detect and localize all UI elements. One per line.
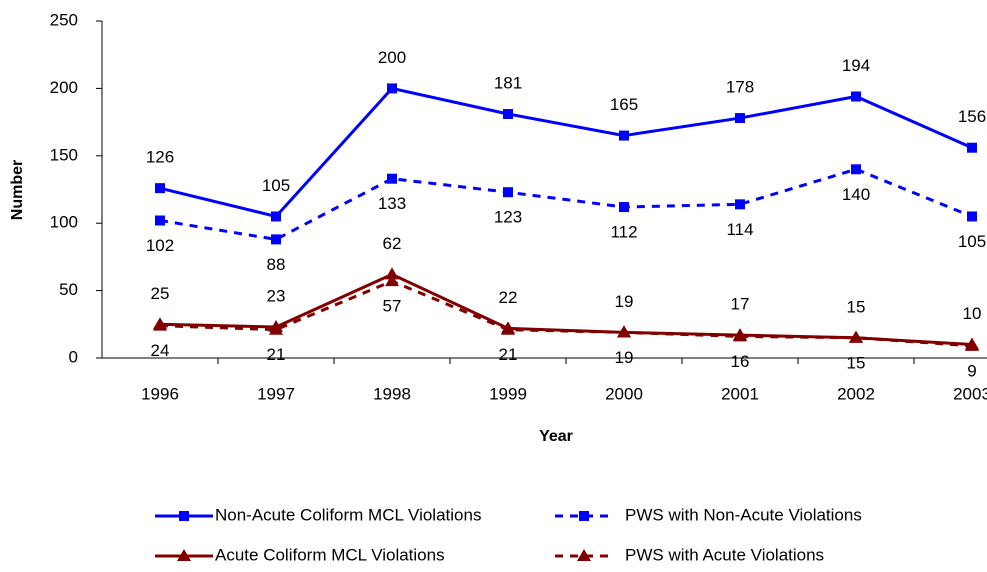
series-line (159, 279, 973, 348)
y-tick-label: 100 (50, 213, 78, 232)
data-point (385, 267, 399, 280)
data-point (155, 183, 165, 194)
data-point (155, 215, 165, 226)
legend-marker (177, 549, 191, 561)
y-tick-label: 0 (69, 347, 78, 366)
data-point (387, 173, 397, 184)
data-label: 88 (267, 255, 286, 274)
legend-marker (579, 511, 589, 521)
data-label: 21 (499, 345, 518, 364)
legend-label: PWS with Non-Acute Violations (625, 505, 862, 524)
data-label: 16 (731, 352, 750, 371)
data-label: 181 (494, 73, 522, 92)
data-label: 105 (262, 176, 290, 195)
data-point (153, 318, 167, 331)
data-label: 105 (958, 232, 986, 251)
x-tick-label: 1997 (257, 384, 295, 403)
x-tick-label: 1996 (141, 384, 179, 403)
data-label: 112 (610, 223, 637, 242)
data-point (501, 322, 515, 335)
legend-marker (577, 549, 591, 561)
data-label: 10 (963, 304, 982, 323)
y-tick-label: 50 (59, 280, 78, 299)
data-point (619, 130, 629, 141)
x-tick-label: 2000 (605, 384, 643, 403)
data-label: 140 (842, 185, 870, 204)
data-label: 178 (726, 78, 754, 97)
data-label: 200 (378, 48, 406, 67)
data-label: 133 (378, 194, 406, 213)
data-point (619, 202, 629, 213)
data-label: 15 (847, 353, 866, 372)
data-point (733, 329, 747, 342)
data-label: 123 (494, 208, 522, 227)
data-point (851, 91, 861, 102)
x-axis-title: Year (539, 428, 573, 445)
data-label: 21 (267, 345, 286, 364)
data-point (849, 330, 863, 343)
y-tick-label: 200 (50, 78, 78, 97)
data-point (387, 83, 397, 94)
data-point (967, 142, 977, 153)
series-line (159, 167, 973, 241)
legend-label: Acute Coliform MCL Violations (215, 545, 445, 564)
data-point (271, 234, 281, 245)
x-tick-label: 1999 (489, 384, 527, 403)
data-label: 114 (726, 220, 753, 239)
data-label: 22 (499, 288, 518, 307)
data-point (617, 325, 631, 338)
data-point (735, 113, 745, 124)
data-label: 19 (615, 292, 634, 311)
data-point (271, 211, 281, 222)
data-point (269, 322, 283, 335)
data-point (965, 338, 979, 351)
legend-label: PWS with Acute Violations (625, 545, 824, 564)
data-label: 194 (842, 56, 870, 75)
data-label: 9 (967, 361, 976, 380)
data-point (503, 109, 513, 120)
data-label: 156 (958, 107, 986, 126)
data-label: 62 (383, 234, 402, 253)
x-tick-label: 2003 (953, 384, 987, 403)
data-label: 25 (151, 284, 170, 303)
data-label: 19 (615, 348, 634, 367)
data-point (735, 199, 745, 210)
series-line (159, 86, 973, 219)
data-label: 17 (731, 295, 750, 314)
x-tick-label: 2002 (837, 384, 875, 403)
data-label: 126 (146, 148, 174, 167)
data-point (967, 211, 977, 222)
y-tick-label: 250 (50, 10, 78, 29)
data-point (385, 274, 399, 287)
data-point (503, 187, 513, 198)
x-tick-label: 1998 (373, 384, 411, 403)
y-tick-label: 150 (50, 145, 78, 164)
data-point (851, 164, 861, 175)
y-axis-title: Number (9, 160, 26, 220)
data-label: 57 (383, 297, 402, 316)
data-label: 23 (267, 286, 286, 305)
data-label: 102 (146, 236, 174, 255)
legend-marker (179, 511, 189, 521)
data-label: 24 (151, 341, 170, 360)
x-tick-label: 2001 (721, 384, 759, 403)
data-label: 165 (610, 95, 638, 114)
legend-label: Non-Acute Coliform MCL Violations (215, 505, 481, 524)
data-label: 15 (847, 297, 866, 316)
